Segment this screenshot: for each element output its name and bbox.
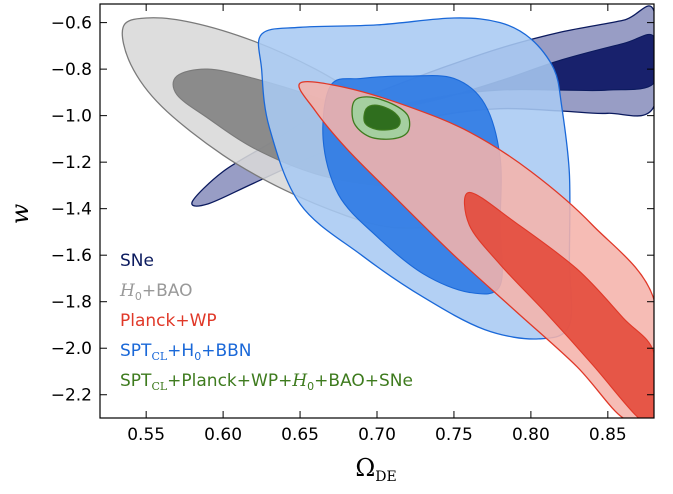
- legend-entry-part: 0: [135, 290, 142, 303]
- legend-entry-part: SPT: [120, 341, 152, 361]
- legend-entry: SPTCL+H0+BBN: [120, 341, 252, 363]
- x-tick-label: 0.80: [512, 425, 550, 445]
- y-tick-label: −1.2: [51, 153, 92, 173]
- y-tick-label: −0.8: [51, 60, 92, 80]
- y-tick-label: −1.6: [51, 246, 92, 266]
- contour-layer: [121, 5, 654, 418]
- legend-entry-part: 0: [194, 350, 201, 363]
- y-tick-label: −0.6: [51, 14, 92, 34]
- y-axis-label: w: [6, 203, 34, 224]
- y-tick-label: −1.8: [51, 293, 92, 313]
- x-axis-label-main: Ω: [355, 454, 375, 482]
- x-tick-label: 0.75: [435, 425, 473, 445]
- legend-entry-part: +BAO: [142, 281, 193, 301]
- contour-combined-68: [363, 104, 401, 131]
- legend-entry-part: +H: [167, 341, 194, 361]
- legend-entry-part: +BAO+SNe: [314, 371, 413, 391]
- legend-entry-part: 0: [307, 380, 314, 393]
- legend-entry: SNe: [120, 251, 154, 271]
- y-tick-label: −2.2: [51, 386, 92, 406]
- y-tick-label: −1.0: [51, 107, 92, 127]
- legend-entry: SPTCL+Planck+WP+H0+BAO+SNe: [120, 371, 413, 393]
- legend-entry-part: +BBN: [201, 341, 251, 361]
- x-tick-label: 0.55: [127, 425, 165, 445]
- legend-entry-part: SPT: [120, 371, 152, 391]
- legend: SNeH0+BAOPlanck+WPSPTCL+H0+BBNSPTCL+Plan…: [119, 251, 413, 393]
- legend-entry-part: CL: [151, 380, 167, 393]
- legend-entry-part: H: [291, 371, 308, 391]
- x-axis-label-sub: DE: [375, 469, 396, 485]
- x-tick-label: 0.85: [589, 425, 627, 445]
- contour-planck-wp-68: [463, 191, 654, 418]
- legend-entry-part: +Planck+WP+: [167, 371, 292, 391]
- x-tick-label: 0.70: [358, 425, 396, 445]
- axis-ticks: 0.55 0.60 0.65 0.70 0.75 0.80 0.85 −0.6 −0.8 −1.0…: [51, 4, 654, 445]
- y-tick-label: −1.4: [51, 200, 92, 220]
- x-axis-label: ΩDE: [355, 454, 396, 485]
- legend-entry: Planck+WP: [120, 311, 217, 331]
- legend-entry-part: H: [119, 281, 136, 301]
- x-tick-label: 0.60: [204, 425, 242, 445]
- legend-entry-part: CL: [151, 350, 167, 363]
- legend-entry: H0+BAO: [119, 281, 192, 303]
- y-tick-label: −2.0: [51, 339, 92, 359]
- x-tick-label: 0.65: [281, 425, 319, 445]
